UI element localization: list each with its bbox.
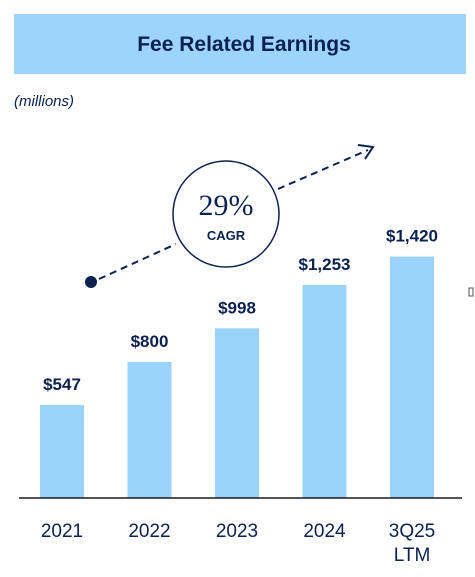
tick-label-3: 2024	[303, 521, 346, 542]
bar-1	[127, 361, 172, 498]
data-label-1: $800	[131, 332, 169, 351]
bar-3	[302, 284, 347, 498]
right-edge-marker	[468, 287, 474, 297]
tick-label-4: 3Q25 LTM	[389, 521, 435, 566]
bar-0	[40, 405, 84, 498]
trend-arrow-line-upper	[277, 149, 369, 190]
data-labels-group: $547 $800 $998 $1,253 $1,420	[43, 227, 438, 394]
tick-label-2: 2023	[216, 521, 258, 542]
bars-group	[40, 256, 434, 498]
data-label-4: $1,420	[386, 227, 438, 246]
data-label-2: $998	[218, 298, 256, 317]
tick-label-0: 2021	[41, 521, 83, 542]
title-banner	[14, 14, 466, 74]
trend-arrow-line-lower	[98, 243, 177, 280]
cagr-value: 29%	[199, 189, 254, 222]
chart-title: Fee Related Earnings	[137, 33, 351, 56]
cagr-label: CAGR	[207, 228, 246, 243]
tick-labels-group: 2021 2022 2023 2024 3Q25 LTM	[41, 521, 435, 566]
data-label-0: $547	[43, 375, 81, 394]
bar-4	[390, 256, 434, 498]
units-label: (millions)	[14, 93, 74, 110]
cagr-badge	[172, 160, 280, 268]
tick-label-1: 2022	[128, 521, 170, 542]
trend-arrow-head-icon	[357, 144, 375, 160]
trend-start-dot	[85, 276, 97, 288]
data-label-3: $1,253	[299, 255, 351, 274]
bar-2	[215, 328, 259, 498]
